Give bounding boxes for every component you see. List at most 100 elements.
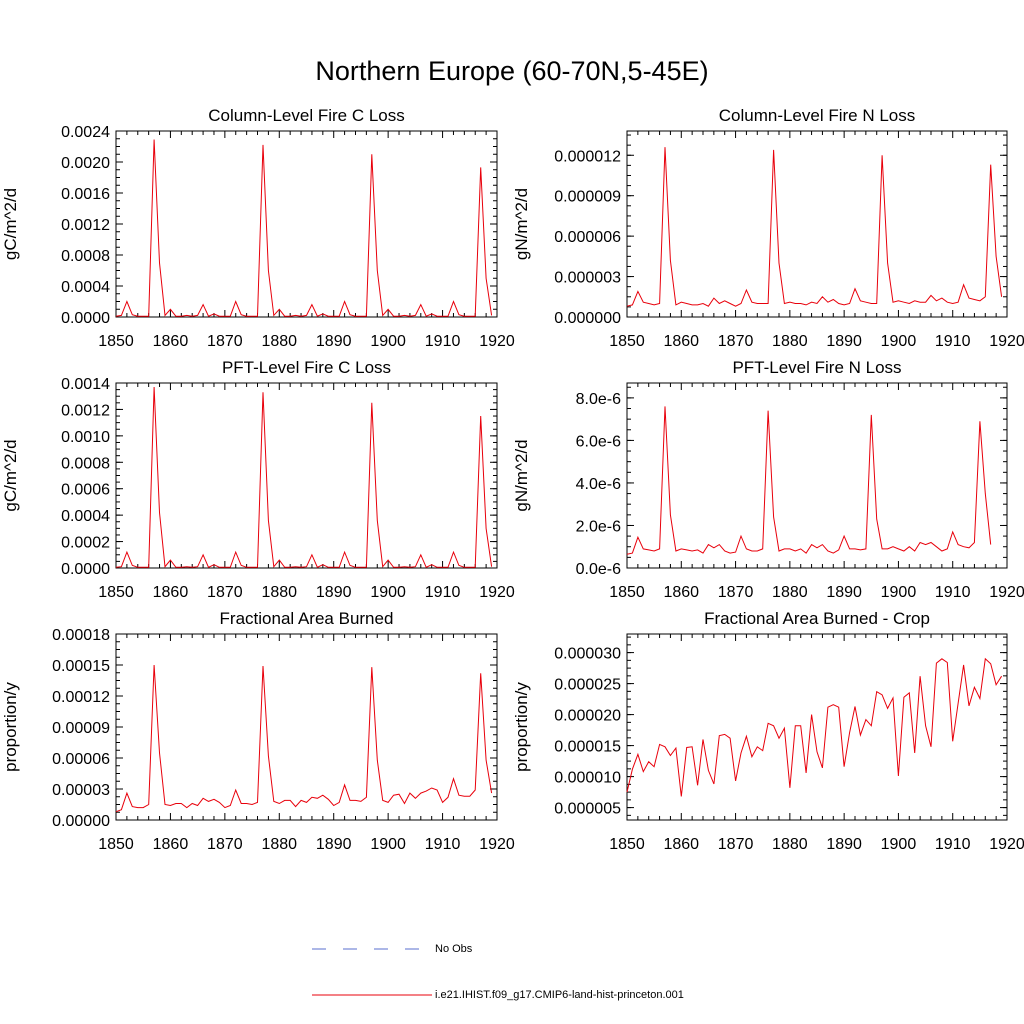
legend-label-no-obs: No Obs bbox=[435, 943, 473, 955]
x-tick-label: 1910 bbox=[425, 836, 461, 853]
y-tick-label: 0.000012 bbox=[554, 148, 621, 165]
series-line bbox=[626, 406, 992, 555]
y-tick-label: 0.0000 bbox=[61, 310, 110, 327]
y-tick-label: 0.0020 bbox=[61, 155, 110, 172]
figure-title: Northern Europe (60-70N,5-45E) bbox=[315, 56, 709, 86]
series-line bbox=[626, 657, 1003, 797]
y-tick-label: 0.00012 bbox=[52, 689, 110, 706]
x-tick-label: 1890 bbox=[316, 584, 352, 601]
y-tick-label: 0.0012 bbox=[61, 402, 110, 419]
y-tick-label: 0.0004 bbox=[61, 279, 110, 296]
y-tick-label: 0.000010 bbox=[554, 770, 621, 787]
x-tick-label: 1900 bbox=[370, 836, 406, 853]
x-tick-label: 1890 bbox=[826, 836, 862, 853]
x-tick-label: 1870 bbox=[718, 333, 754, 350]
x-tick-label: 1890 bbox=[826, 584, 862, 601]
y-tick-label: 0.00003 bbox=[52, 782, 110, 799]
x-tick-label: 1890 bbox=[316, 333, 352, 350]
y-axis-label: proportion/y bbox=[1, 682, 20, 772]
y-tick-label: 0.0006 bbox=[61, 482, 110, 499]
plot-frame bbox=[115, 130, 498, 318]
x-tick-label: 1850 bbox=[98, 836, 134, 853]
x-tick-label: 1920 bbox=[989, 333, 1024, 350]
x-tick-label: 1880 bbox=[772, 584, 808, 601]
panel-title: Column-Level Fire N Loss bbox=[719, 106, 916, 125]
x-tick-label: 1900 bbox=[881, 836, 917, 853]
panel-1: 1850 1860 1870 1880 1890 1900 1910 1920 0.0000 0.… bbox=[1, 106, 515, 350]
x-tick-label: 1860 bbox=[663, 836, 699, 853]
panel-title: PFT-Level Fire C Loss bbox=[222, 358, 391, 377]
x-tick-label: 1860 bbox=[663, 333, 699, 350]
y-tick-label: 2.0e-6 bbox=[576, 518, 621, 535]
x-tick-label: 1860 bbox=[153, 333, 189, 350]
x-tick-label: 1850 bbox=[609, 836, 645, 853]
y-tick-label: 0.0004 bbox=[61, 508, 110, 525]
y-tick-label: 8.0e-6 bbox=[576, 391, 621, 408]
x-tick-label: 1870 bbox=[718, 836, 754, 853]
x-tick-label: 1920 bbox=[989, 836, 1024, 853]
x-tick-label: 1900 bbox=[370, 333, 406, 350]
y-tick-label: 0.00006 bbox=[52, 751, 110, 768]
panel-6: 1850 1860 1870 1880 1890 1900 1910 1920 0.000005… bbox=[512, 609, 1024, 853]
panel-4: 1850 1860 1870 1880 1890 1900 1910 1920 0.0e-6 2.… bbox=[512, 358, 1024, 601]
x-tick-label: 1900 bbox=[370, 584, 406, 601]
y-tick-label: 0.0002 bbox=[61, 535, 110, 552]
x-tick-label: 1890 bbox=[826, 333, 862, 350]
plot-frame bbox=[626, 633, 1008, 821]
y-tick-label: 6.0e-6 bbox=[576, 433, 621, 450]
y-tick-label: 0.0008 bbox=[61, 455, 110, 472]
plot-frame bbox=[626, 382, 1008, 569]
y-tick-label: 0.0010 bbox=[61, 429, 110, 446]
plot-frame bbox=[626, 130, 1008, 318]
x-tick-label: 1870 bbox=[718, 584, 754, 601]
series-line bbox=[115, 139, 493, 317]
y-tick-label: 0.0012 bbox=[61, 217, 110, 234]
x-tick-label: 1850 bbox=[98, 333, 134, 350]
x-tick-label: 1920 bbox=[989, 584, 1024, 601]
y-tick-label: 0.00000 bbox=[52, 813, 110, 830]
x-tick-label: 1910 bbox=[425, 333, 461, 350]
series-line bbox=[115, 664, 493, 813]
x-tick-label: 1910 bbox=[935, 333, 971, 350]
x-tick-label: 1880 bbox=[261, 836, 297, 853]
y-tick-label: 0.000015 bbox=[554, 739, 621, 756]
y-tick-label: 0.000025 bbox=[554, 677, 621, 694]
panel-3: 1850 1860 1870 1880 1890 1900 1910 1920 0.0000 0.… bbox=[1, 358, 515, 601]
x-tick-label: 1880 bbox=[772, 333, 808, 350]
y-tick-label: 0.00009 bbox=[52, 720, 110, 737]
y-tick-label: 0.0014 bbox=[61, 376, 110, 393]
x-tick-label: 1860 bbox=[153, 584, 189, 601]
y-tick-label: 0.000006 bbox=[554, 229, 621, 246]
y-tick-label: 0.000020 bbox=[554, 708, 621, 725]
x-tick-label: 1880 bbox=[772, 836, 808, 853]
x-tick-label: 1860 bbox=[663, 584, 699, 601]
y-axis-label: proportion/y bbox=[512, 682, 531, 772]
x-tick-label: 1920 bbox=[479, 836, 515, 853]
y-tick-label: 4.0e-6 bbox=[576, 476, 621, 493]
panel-title: Fractional Area Burned - Crop bbox=[704, 609, 930, 628]
y-tick-label: 0.000009 bbox=[554, 189, 621, 206]
x-tick-label: 1890 bbox=[316, 836, 352, 853]
y-axis-label: gC/m^2/d bbox=[1, 188, 20, 260]
series-line bbox=[115, 386, 493, 568]
x-tick-label: 1920 bbox=[479, 584, 515, 601]
panel-title: Column-Level Fire C Loss bbox=[208, 106, 405, 125]
y-tick-label: 0.00018 bbox=[52, 627, 110, 644]
x-tick-label: 1870 bbox=[207, 333, 243, 350]
panel-2: 1850 1860 1870 1880 1890 1900 1910 1920 0.000000… bbox=[512, 106, 1024, 350]
y-tick-label: 0.0e-6 bbox=[576, 561, 621, 578]
panel-title: Fractional Area Burned bbox=[220, 609, 394, 628]
x-tick-label: 1920 bbox=[479, 333, 515, 350]
y-tick-label: 0.0008 bbox=[61, 248, 110, 265]
x-tick-label: 1880 bbox=[261, 333, 297, 350]
x-tick-label: 1860 bbox=[153, 836, 189, 853]
x-tick-label: 1870 bbox=[207, 836, 243, 853]
x-tick-label: 1900 bbox=[881, 333, 917, 350]
x-tick-label: 1910 bbox=[935, 836, 971, 853]
x-tick-label: 1870 bbox=[207, 584, 243, 601]
y-tick-label: 0.000003 bbox=[554, 270, 621, 287]
x-tick-label: 1850 bbox=[609, 333, 645, 350]
plot-frame bbox=[115, 382, 498, 569]
series-line bbox=[626, 147, 1003, 307]
